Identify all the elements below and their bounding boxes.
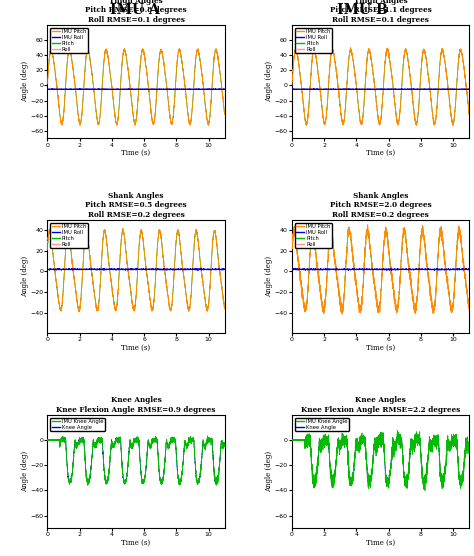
Legend: IMU Pitch, IMU Roll, Pitch, Roll: IMU Pitch, IMU Roll, Pitch, Roll [295,28,332,53]
Legend: IMU Knee Angle, Knee Angle: IMU Knee Angle, Knee Angle [295,418,349,431]
X-axis label: Time (s): Time (s) [121,539,151,547]
Title: Shank Angles
Pitch RMSE=0.5 degrees
Roll RMSE=0.2 degrees: Shank Angles Pitch RMSE=0.5 degrees Roll… [85,192,187,219]
Y-axis label: Angle (deg): Angle (deg) [21,61,29,102]
Title: Thigh Angles
Pitch RMSE=1.1 degrees
Roll RMSE=0.1 degrees: Thigh Angles Pitch RMSE=1.1 degrees Roll… [330,0,431,24]
Title: Shank Angles
Pitch RMSE=2.0 degrees
Roll RMSE=0.2 degrees: Shank Angles Pitch RMSE=2.0 degrees Roll… [330,192,431,219]
Title: Knee Angles
Knee Flexion Angle RMSE=2.2 degrees: Knee Angles Knee Flexion Angle RMSE=2.2 … [301,396,460,414]
Legend: IMU Knee Angle, Knee Angle: IMU Knee Angle, Knee Angle [50,418,105,431]
Legend: IMU Pitch, IMU Roll, Pitch, Roll: IMU Pitch, IMU Roll, Pitch, Roll [50,28,88,53]
X-axis label: Time (s): Time (s) [366,539,395,547]
Legend: IMU Pitch, IMU Roll, Pitch, Roll: IMU Pitch, IMU Roll, Pitch, Roll [295,222,332,248]
Y-axis label: Angle (deg): Angle (deg) [265,451,273,492]
Legend: IMU Pitch, IMU Roll, Pitch, Roll: IMU Pitch, IMU Roll, Pitch, Roll [50,222,88,248]
Title: Knee Angles
Knee Flexion Angle RMSE=0.9 degrees: Knee Angles Knee Flexion Angle RMSE=0.9 … [56,396,216,414]
Y-axis label: Angle (deg): Angle (deg) [21,256,29,297]
X-axis label: Time (s): Time (s) [121,149,151,157]
Text: IMU A: IMU A [110,3,160,17]
Title: Thigh Angles
Pitch RMSE=0.8 degrees
Roll RMSE=0.1 degrees: Thigh Angles Pitch RMSE=0.8 degrees Roll… [85,0,187,24]
Y-axis label: Angle (deg): Angle (deg) [265,256,273,297]
Text: IMU B: IMU B [337,3,388,17]
X-axis label: Time (s): Time (s) [121,344,151,352]
Y-axis label: Angle (deg): Angle (deg) [265,61,273,102]
X-axis label: Time (s): Time (s) [366,344,395,352]
Y-axis label: Angle (deg): Angle (deg) [21,451,29,492]
X-axis label: Time (s): Time (s) [366,149,395,157]
